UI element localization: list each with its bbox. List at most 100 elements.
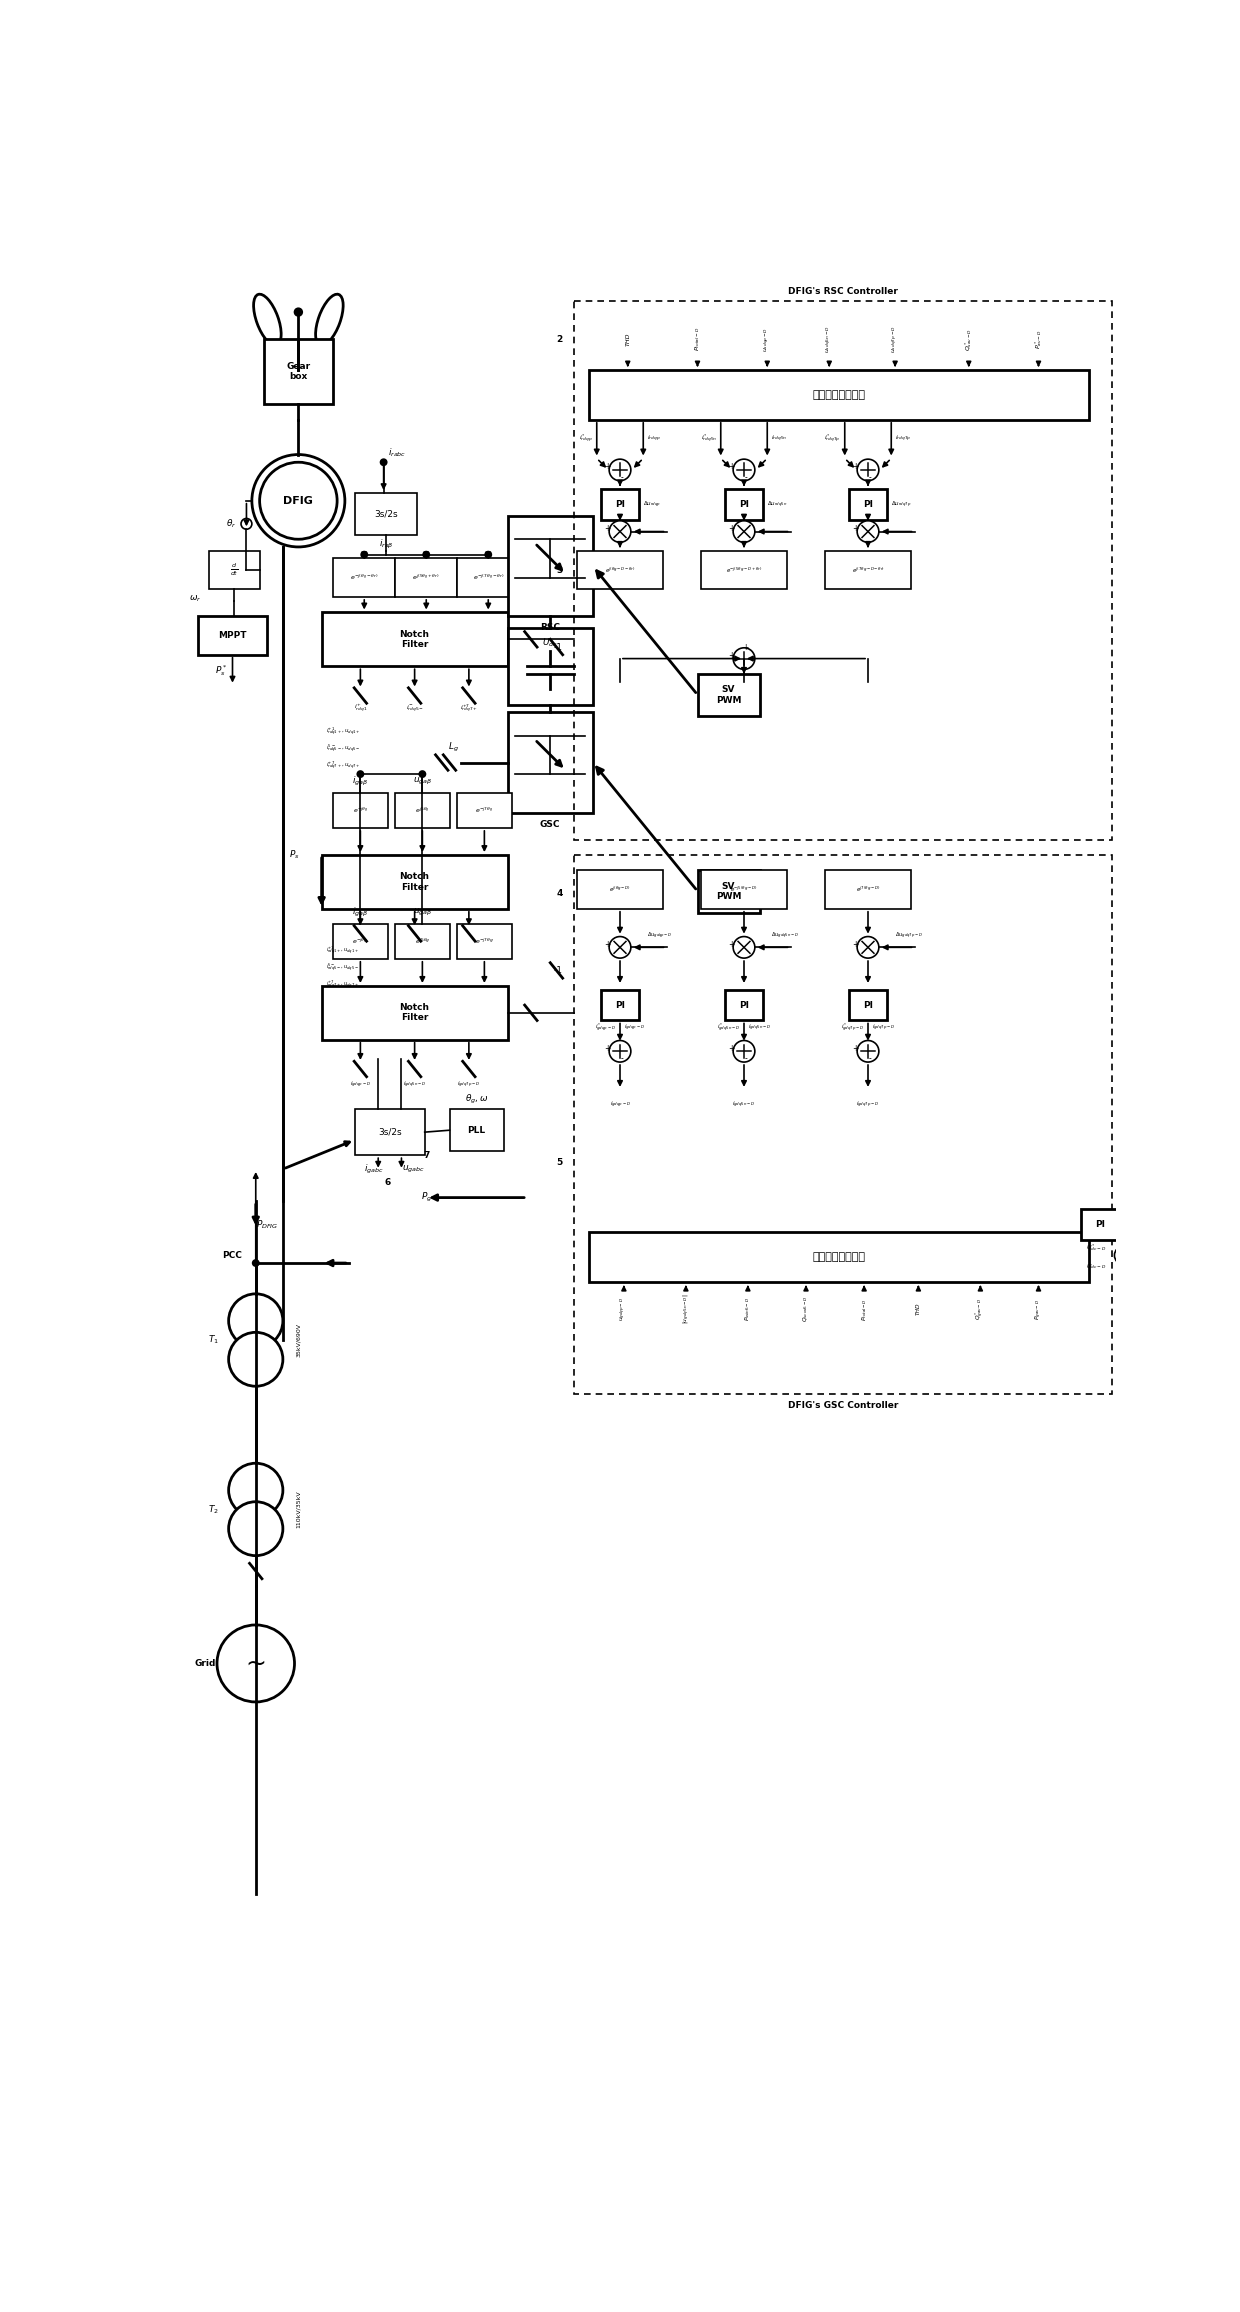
Circle shape: [228, 1503, 283, 1556]
Bar: [321, 613, 507, 666]
Text: $Q_{scos6-D}$: $Q_{scos6-D}$: [801, 1297, 811, 1322]
Text: $\Delta u_{rdq5n}$: $\Delta u_{rdq5n}$: [768, 499, 787, 509]
Text: 整定控制目标设置: 整定控制目标设置: [812, 1253, 866, 1262]
Text: $e^{j7(\theta g-D)}$: $e^{j7(\theta g-D)}$: [856, 885, 880, 895]
Text: $e^{j(\theta g-D-\theta r)}$: $e^{j(\theta g-D-\theta r)}$: [605, 566, 635, 576]
Circle shape: [857, 1040, 879, 1061]
Text: SV
PWM: SV PWM: [715, 881, 742, 902]
Text: $i_{ga\beta}$: $i_{ga\beta}$: [352, 906, 368, 920]
Bar: [507, 712, 593, 812]
Circle shape: [228, 1463, 283, 1517]
Bar: [697, 869, 759, 913]
Text: $|u_{gdq5n-D}|$: $|u_{gdq5n-D}|$: [681, 1295, 691, 1325]
Bar: [334, 925, 387, 959]
Text: 3s/2s: 3s/2s: [378, 1128, 402, 1138]
Text: $P_{DFIG}$: $P_{DFIG}$: [257, 1218, 279, 1230]
Text: $\Delta u_{rdq7p}$: $\Delta u_{rdq7p}$: [892, 499, 911, 509]
Text: $P_s$: $P_s$: [289, 849, 300, 860]
Text: $i_{gdq7p-D}$: $i_{gdq7p-D}$: [458, 1080, 481, 1089]
Text: PCC: PCC: [222, 1251, 243, 1260]
Text: PI: PI: [739, 1001, 749, 1010]
Text: PI: PI: [863, 499, 873, 509]
Circle shape: [733, 520, 755, 543]
Text: $i_{gdqp-D}$: $i_{gdqp-D}$: [624, 1024, 645, 1033]
Text: Grid: Grid: [195, 1660, 216, 1667]
Text: PI: PI: [615, 1001, 625, 1010]
Text: $P_{ssin6-D}$: $P_{ssin6-D}$: [744, 1297, 753, 1322]
Text: $P_s^*$: $P_s^*$: [215, 664, 227, 677]
Text: -1: -1: [553, 643, 563, 652]
Text: $i^{+1}_{rdq1+}, u_{dq1+}$: $i^{+1}_{rdq1+}, u_{dq1+}$: [325, 946, 358, 957]
Text: +: +: [852, 462, 859, 472]
Bar: [697, 675, 759, 717]
Circle shape: [857, 460, 879, 481]
Bar: [355, 492, 417, 536]
Text: $u_{sdq7p-D}$: $u_{sdq7p-D}$: [890, 326, 900, 354]
Text: $\Delta u_{gdq5n-D}$: $\Delta u_{gdq5n-D}$: [771, 932, 799, 941]
Bar: [826, 869, 910, 909]
Text: $e^{-j7\theta g}$: $e^{-j7\theta g}$: [475, 936, 494, 946]
Text: -: -: [744, 474, 746, 483]
Text: $i^*_{rdq5n}$: $i^*_{rdq5n}$: [701, 432, 717, 446]
Text: $Q^*_{sav-D}$: $Q^*_{sav-D}$: [963, 328, 975, 351]
Text: +: +: [728, 1043, 735, 1052]
Text: $i_{gdq7p-D}$: $i_{gdq7p-D}$: [857, 1101, 879, 1110]
Circle shape: [733, 647, 755, 670]
Text: $i^*_{rdqp}$: $i^*_{rdqp}$: [579, 432, 593, 446]
Text: +: +: [604, 939, 611, 948]
Bar: [321, 855, 507, 909]
Circle shape: [228, 1295, 283, 1348]
Bar: [702, 550, 786, 590]
Text: $T_1$: $T_1$: [207, 1334, 218, 1346]
Text: 6: 6: [384, 1177, 391, 1186]
Text: $i^{5-}_{rdq5-}, u_{dq5-}$: $i^{5-}_{rdq5-}, u_{dq5-}$: [325, 742, 360, 754]
Bar: [507, 516, 593, 617]
Text: DFIG: DFIG: [284, 495, 314, 506]
Text: $e^{-j(7\theta_g-\theta r)}$: $e^{-j(7\theta_g-\theta r)}$: [472, 573, 503, 583]
Text: $P_{total-D}$: $P_{total-D}$: [859, 1297, 868, 1320]
Bar: [573, 855, 1112, 1394]
Text: Notch
Filter: Notch Filter: [399, 872, 429, 892]
Text: $i^{5-}_{rdq5-}, u_{dq5-}$: $i^{5-}_{rdq5-}, u_{dq5-}$: [325, 962, 358, 973]
Bar: [449, 1110, 503, 1151]
Text: $e^{j5\theta_g}$: $e^{j5\theta_g}$: [415, 805, 429, 814]
Text: 5: 5: [557, 1158, 563, 1168]
Bar: [263, 340, 334, 405]
Text: $i^{+1}_{rdq1+}, u_{dq1+}$: $i^{+1}_{rdq1+}, u_{dq1+}$: [325, 726, 360, 738]
Circle shape: [252, 455, 345, 548]
Circle shape: [857, 520, 879, 543]
Text: 整定控制目标设置: 整定控制目标设置: [812, 391, 866, 400]
Text: $i^*_{rdq7p}$: $i^*_{rdq7p}$: [825, 432, 841, 446]
Text: $\Delta u_{gdqp-D}$: $\Delta u_{gdqp-D}$: [647, 932, 672, 941]
Text: PLL: PLL: [467, 1126, 486, 1135]
Bar: [1081, 1209, 1120, 1239]
Text: $i_{gdq5n-D}$: $i_{gdq5n-D}$: [733, 1101, 755, 1110]
Bar: [396, 560, 458, 596]
Circle shape: [423, 553, 429, 557]
Text: $e^{-j5(\theta g-D)}$: $e^{-j5(\theta g-D)}$: [730, 885, 758, 895]
Text: THD: THD: [916, 1304, 921, 1316]
Circle shape: [609, 460, 631, 481]
Circle shape: [217, 1625, 295, 1702]
Text: +: +: [743, 643, 749, 652]
Text: $P^*_{av-D}$: $P^*_{av-D}$: [1033, 328, 1044, 349]
Circle shape: [357, 770, 363, 777]
Text: 4: 4: [557, 888, 563, 897]
Text: $u_{gdqp-D}$: $u_{gdqp-D}$: [619, 1297, 629, 1322]
Text: PI: PI: [739, 499, 749, 509]
Bar: [458, 560, 520, 596]
Text: $\theta_g, \omega$: $\theta_g, \omega$: [465, 1094, 489, 1107]
Bar: [210, 550, 259, 590]
Text: $i^{+7}_{rdq7+}, u_{dq7+}$: $i^{+7}_{rdq7+}, u_{dq7+}$: [325, 978, 358, 992]
Text: $\Delta u_{rdqp}$: $\Delta u_{rdqp}$: [644, 499, 661, 509]
Text: $u_{sdqp-D}$: $u_{sdqp-D}$: [763, 326, 771, 351]
Circle shape: [381, 460, 387, 465]
Circle shape: [609, 520, 631, 543]
Circle shape: [361, 553, 367, 557]
Text: GSC: GSC: [539, 821, 560, 828]
Text: $u_{gabc}$: $u_{gabc}$: [402, 1163, 424, 1174]
Text: $e^{-j(5\theta g-D+\theta r)}$: $e^{-j(5\theta g-D+\theta r)}$: [725, 566, 763, 576]
Circle shape: [253, 1260, 259, 1267]
Bar: [458, 793, 511, 828]
Circle shape: [857, 936, 879, 957]
